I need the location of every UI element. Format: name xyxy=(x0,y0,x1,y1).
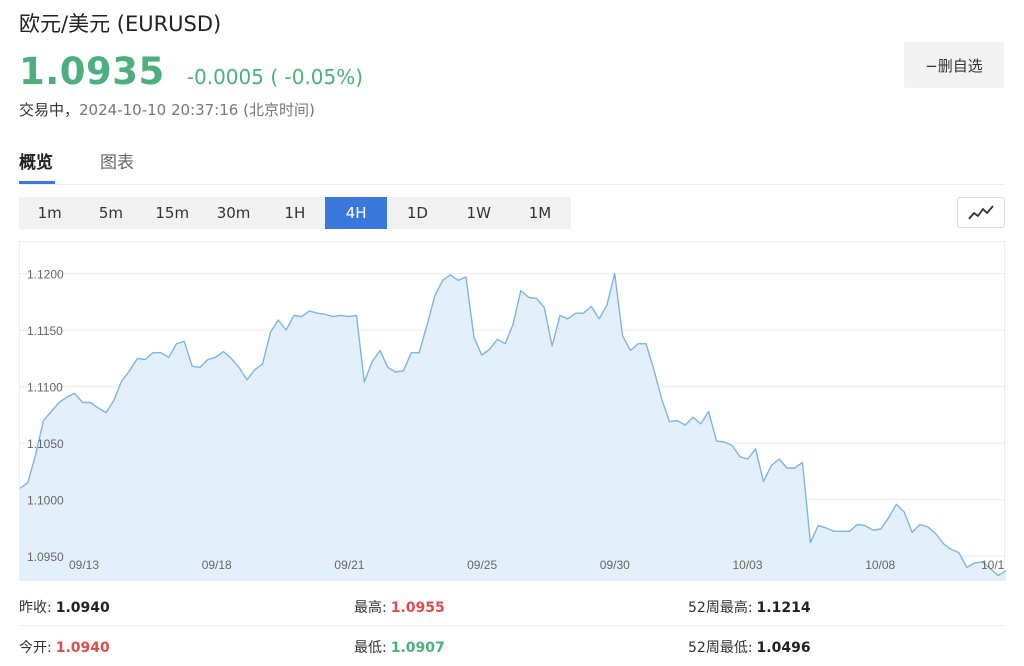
price-chart[interactable]: 1.1200 1.1150 1.1100 1.1050 1.1000 1.0950 09/1… xyxy=(19,241,1006,581)
stat-low: 最低: 1.0907 xyxy=(354,637,445,657)
y-tick-label: 1.1150 xyxy=(27,324,63,338)
x-tick-label: 09/13 xyxy=(69,558,99,572)
interval-selector: 1m 5m 15m 30m 1H 4H 1D 1W 1M xyxy=(19,197,571,229)
chart-svg: 1.1200 1.1150 1.1100 1.1050 1.1000 1.0950 09/1… xyxy=(20,268,1006,581)
trading-status: 交易中，2024-10-10 20:37:16 (北京时间) xyxy=(19,99,315,120)
page-title: 欧元/美元 (EURUSD) xyxy=(19,12,222,36)
series-line xyxy=(20,272,1006,577)
stat-value: 1.0907 xyxy=(390,640,445,656)
stat-high: 最高: 1.0955 xyxy=(354,597,445,617)
current-price: 1.0935 xyxy=(19,50,165,93)
tab-overview[interactable]: 概览 xyxy=(19,153,53,173)
tab-chart[interactable]: 图表 xyxy=(100,153,134,173)
stat-label: 今开: xyxy=(19,640,52,656)
stat-prev-close: 昨收: 1.0940 xyxy=(19,597,110,617)
stat-52w-high: 52周最高: 1.1214 xyxy=(688,597,811,617)
y-tick-label: 1.0950 xyxy=(27,550,64,564)
interval-1d[interactable]: 1D xyxy=(406,204,428,222)
y-tick-label: 1.1200 xyxy=(27,268,64,282)
stat-open: 今开: 1.0940 xyxy=(19,637,110,657)
interval-1m[interactable]: 1m xyxy=(37,204,62,222)
stat-label: 52周最高: xyxy=(688,600,753,616)
x-tick-label: 09/21 xyxy=(334,558,364,572)
price-row: 1.0935 -0.0005 ( -0.05%) xyxy=(19,50,363,93)
price-change: -0.0005 ( -0.05%) xyxy=(186,65,364,89)
stats-row-2: 今开: 1.0940 最低: 1.0907 52周最低: 1.0496 xyxy=(19,626,1005,666)
stat-value: 1.0955 xyxy=(390,600,445,616)
interval-5m[interactable]: 5m xyxy=(98,204,124,222)
stat-label: 最低: xyxy=(354,640,387,656)
interval-30m[interactable]: 30m xyxy=(216,204,251,222)
status-label: 交易中， xyxy=(19,101,80,119)
remove-favorite-button[interactable]: −删自选 xyxy=(904,42,1004,88)
x-tick-label: 10/1 xyxy=(981,558,1005,572)
x-tick-label: 09/25 xyxy=(467,558,497,572)
timestamp: 2024-10-10 20:37:16 (北京时间) xyxy=(79,101,315,119)
chart-type-button[interactable] xyxy=(957,197,1005,228)
stat-label: 昨收: xyxy=(19,600,52,616)
active-tab-indicator xyxy=(19,181,55,184)
y-tick-label: 1.1000 xyxy=(27,494,64,508)
stat-52w-low: 52周最低: 1.0496 xyxy=(688,637,811,657)
interval-4h[interactable]: 4H xyxy=(325,197,387,229)
stat-value: 1.0940 xyxy=(55,600,110,616)
stats-panel: 昨收: 1.0940 最高: 1.0955 52周最高: 1.1214 今开: 1.09… xyxy=(19,586,1005,666)
interval-1h[interactable]: 1H xyxy=(284,204,306,222)
stat-label: 最高: xyxy=(354,600,387,616)
x-tick-label: 10/03 xyxy=(733,558,763,572)
x-tick-label: 09/30 xyxy=(600,558,630,572)
interval-1w[interactable]: 1W xyxy=(466,204,491,222)
stat-value: 1.0940 xyxy=(55,640,110,656)
series-area xyxy=(20,273,1006,581)
x-tick-label: 10/08 xyxy=(865,558,895,572)
stat-value: 1.0496 xyxy=(756,640,811,656)
line-chart-icon xyxy=(968,204,994,220)
stat-label: 52周最低: xyxy=(688,640,753,656)
stat-value: 1.1214 xyxy=(756,600,811,616)
y-tick-label: 1.1050 xyxy=(27,437,64,451)
x-tick-label: 09/18 xyxy=(202,558,232,572)
stats-row-1: 昨收: 1.0940 最高: 1.0955 52周最高: 1.1214 xyxy=(19,586,1005,626)
y-tick-label: 1.1100 xyxy=(27,381,63,395)
tab-bar: 概览 图表 xyxy=(19,148,1005,185)
interval-15m[interactable]: 15m xyxy=(155,204,190,222)
interval-1mo[interactable]: 1M xyxy=(528,204,552,222)
